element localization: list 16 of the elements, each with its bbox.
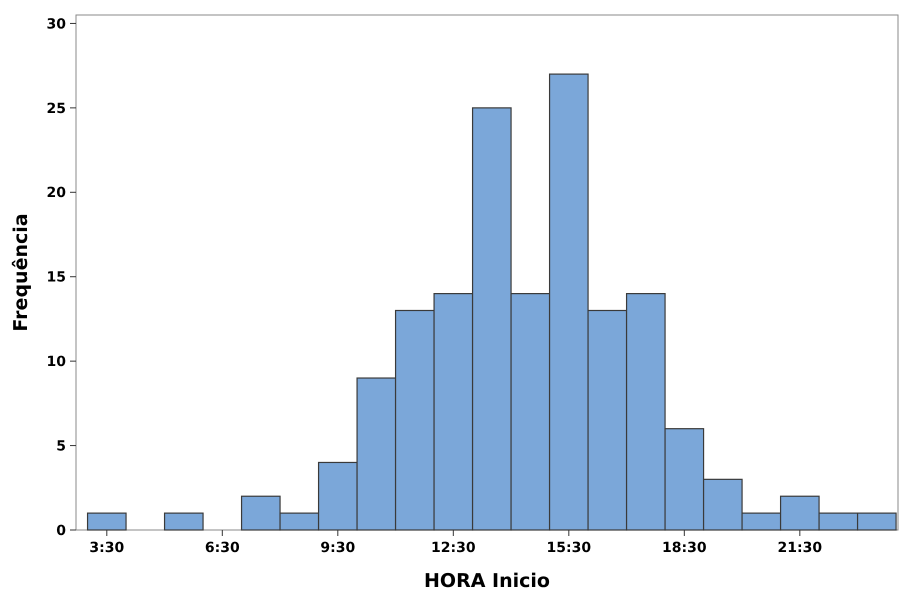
y-tick-label: 20 <box>46 185 66 202</box>
x-tick-label: 21:30 <box>778 540 822 556</box>
x-tick-label: 12:30 <box>431 540 476 556</box>
x-tick-label: 18:30 <box>662 540 707 556</box>
y-tick-label: 15 <box>46 270 66 286</box>
x-tick-label: 6:30 <box>204 540 240 556</box>
x-tick-label: 15:30 <box>546 540 592 556</box>
x-tick-label: 9:30 <box>320 540 356 556</box>
y-tick-label: 0 <box>56 522 66 539</box>
y-tick-label: 25 <box>46 100 66 117</box>
y-axis-title: Frequência <box>10 213 32 332</box>
y-tick-label: 10 <box>46 354 66 370</box>
x-tick-label: 3:30 <box>89 540 124 556</box>
x-axis-title: HORA Inicio <box>424 570 550 591</box>
y-tick-label: 5 <box>56 438 66 454</box>
y-tick-label: 30 <box>46 16 66 32</box>
